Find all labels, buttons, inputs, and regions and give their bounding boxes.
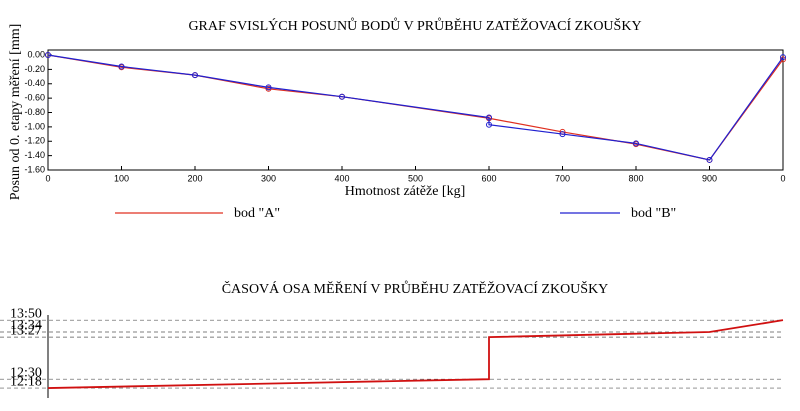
y-tick-label: -1.60	[24, 164, 45, 174]
y-tick-label: 0.00	[27, 49, 45, 59]
y-tick-label: 12:18	[10, 374, 42, 389]
series-line	[47, 54, 784, 161]
x-tick-label: 100	[114, 173, 129, 183]
data-point	[780, 54, 786, 61]
x-axis-label: Hmotnost zátěže [kg]	[345, 184, 466, 199]
x-tick-label: 700	[555, 173, 570, 183]
x-tick-label: 400	[334, 173, 349, 183]
x-tick-label: 300	[261, 173, 276, 183]
x-tick-label: 0	[45, 173, 50, 183]
y-tick-label: -0.80	[24, 107, 45, 117]
data-point	[265, 84, 272, 91]
y-tick-label: -1.00	[24, 121, 45, 131]
y-tick-label: 13:27	[10, 323, 42, 338]
chart-title: ČASOVÁ OSA MĚŘENÍ V PRŮBĚHU ZATĚŽOVACÍ Z…	[222, 279, 609, 297]
data-point	[45, 52, 51, 59]
y-tick-label: 13:50	[10, 306, 42, 321]
x-tick-label: 800	[628, 173, 643, 183]
x-tick-label: 900	[702, 173, 717, 183]
y-tick-label: -0.40	[24, 78, 45, 88]
legend-label: bod "A"	[234, 206, 280, 221]
data-point	[706, 156, 713, 163]
y-tick-label: -1.20	[24, 136, 45, 146]
y-tick-label: -1.40	[24, 150, 45, 160]
data-point	[339, 93, 345, 100]
x-tick-label: 600	[481, 173, 496, 183]
data-point	[486, 114, 492, 121]
data-point	[780, 56, 786, 63]
y-tick-label: 13:34	[10, 318, 42, 333]
chart-title: GRAF SVISLÝCH POSUNŮ BODŮ V PRŮBĚHU ZATĚ…	[188, 16, 641, 34]
x-tick-label: 0	[780, 173, 785, 183]
series-line	[47, 319, 784, 389]
data-point	[192, 72, 198, 79]
data-point	[486, 121, 492, 128]
y-tick-label: -0.20	[24, 64, 45, 74]
y-tick-label: -0.60	[24, 93, 45, 103]
x-tick-label: 500	[408, 173, 423, 183]
data-point	[559, 131, 566, 138]
y-axis-label: Posun od 0. etapy měření [mm]	[8, 24, 23, 201]
data-point	[633, 140, 639, 147]
x-tick-label: 200	[187, 173, 202, 183]
y-tick-label: 12:30	[10, 365, 42, 380]
legend-label: bod "B"	[631, 206, 676, 221]
data-point	[118, 63, 125, 70]
